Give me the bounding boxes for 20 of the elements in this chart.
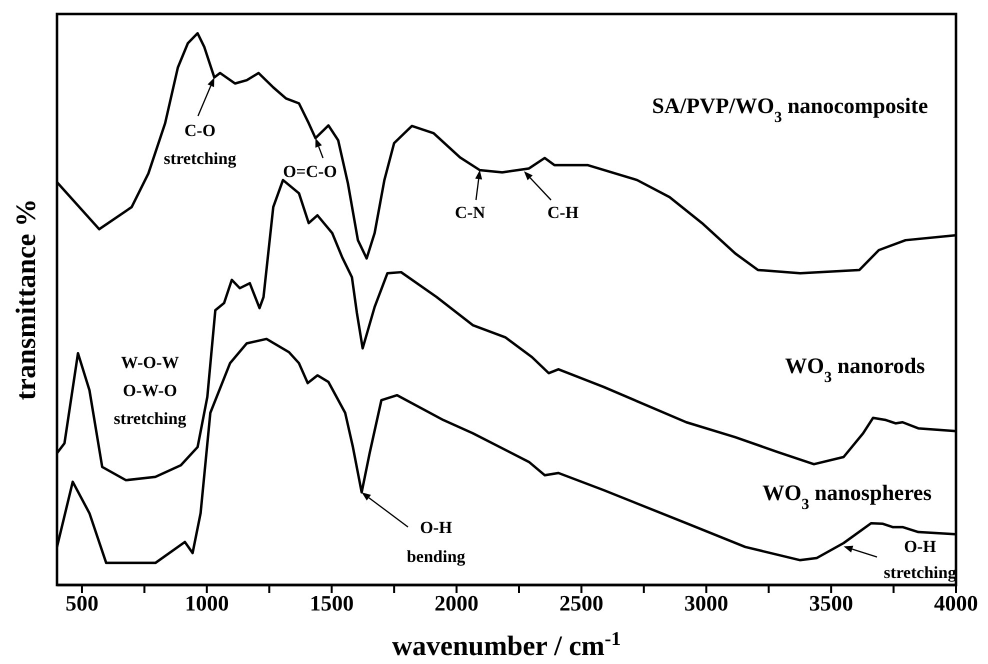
x-tick-label: 1000 [184, 590, 229, 616]
series-label: WO$_{3}$ nanospheres [762, 480, 932, 512]
x-tick-label: 2500 [559, 590, 604, 616]
annotation: C-O stretching [164, 121, 237, 168]
x-tick-label: 1500 [310, 590, 354, 616]
annotation: C-N [454, 203, 486, 222]
series-label: WO$_{3}$ nanorods [785, 353, 926, 386]
y-axis-title: transmittance % [11, 198, 42, 400]
text: SA/PVP/WO$_{3}$ nanocomposite [652, 93, 928, 126]
x-tick-label: 500 [65, 590, 98, 616]
x-tick-label: 3500 [809, 590, 854, 616]
annotation: C-H [547, 203, 579, 222]
x-tick-label: 4000 [934, 590, 978, 616]
annotation: O-H stretching [884, 537, 957, 582]
annotation: O-H bending [406, 518, 466, 566]
x-tick-label: 2000 [434, 590, 479, 616]
x-axis-title: wavenumber / cm$^{-1}$ [392, 628, 621, 662]
annotation: W-O-W O-W-O stretching [114, 353, 187, 428]
annotation: O=C-O [282, 162, 338, 181]
x-tick-label: 3000 [684, 590, 728, 616]
